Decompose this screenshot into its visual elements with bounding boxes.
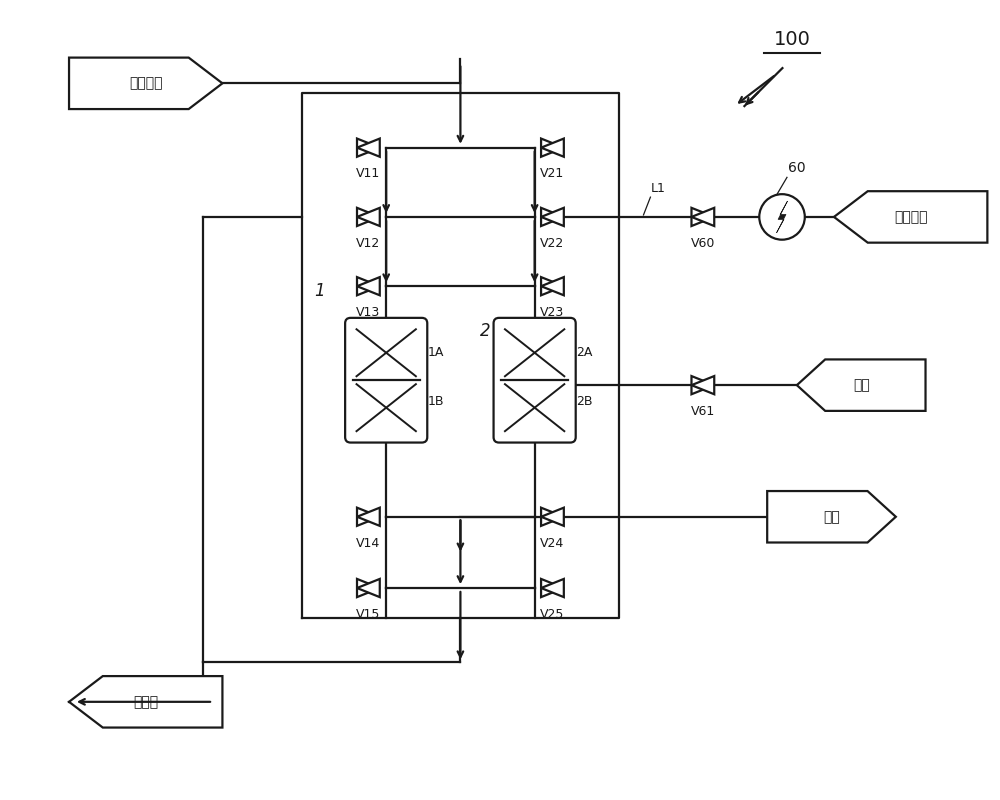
- FancyBboxPatch shape: [345, 318, 427, 442]
- Polygon shape: [691, 208, 714, 226]
- Polygon shape: [541, 138, 564, 157]
- Polygon shape: [357, 138, 380, 157]
- Text: 2A: 2A: [576, 346, 593, 359]
- Polygon shape: [777, 201, 787, 233]
- Text: 60: 60: [788, 162, 806, 175]
- Polygon shape: [541, 277, 564, 295]
- FancyBboxPatch shape: [494, 318, 576, 442]
- Polygon shape: [541, 508, 564, 526]
- Polygon shape: [357, 208, 380, 226]
- Text: 提纯气体: 提纯气体: [894, 210, 927, 224]
- Polygon shape: [691, 208, 714, 226]
- Polygon shape: [357, 579, 380, 597]
- Polygon shape: [357, 138, 380, 157]
- Text: L1: L1: [650, 182, 665, 195]
- Polygon shape: [767, 491, 896, 542]
- Text: V24: V24: [540, 537, 565, 550]
- Polygon shape: [691, 376, 714, 394]
- Polygon shape: [541, 138, 564, 157]
- Polygon shape: [357, 508, 380, 526]
- Text: V22: V22: [540, 237, 565, 250]
- Text: V11: V11: [356, 167, 381, 181]
- Text: V15: V15: [356, 608, 381, 621]
- Text: 2B: 2B: [576, 395, 593, 409]
- Polygon shape: [357, 508, 380, 526]
- Polygon shape: [541, 508, 564, 526]
- Text: V14: V14: [356, 537, 381, 550]
- Text: V25: V25: [540, 608, 565, 621]
- Text: 1A: 1A: [428, 346, 444, 359]
- Text: V21: V21: [540, 167, 565, 181]
- Polygon shape: [541, 208, 564, 226]
- Polygon shape: [357, 277, 380, 295]
- Text: V13: V13: [356, 306, 381, 319]
- Polygon shape: [541, 277, 564, 295]
- Circle shape: [759, 194, 805, 240]
- Text: 通风口: 通风口: [133, 695, 158, 709]
- Polygon shape: [834, 191, 987, 242]
- Polygon shape: [69, 58, 222, 109]
- Polygon shape: [797, 359, 926, 411]
- Text: 2: 2: [480, 322, 491, 340]
- Text: V61: V61: [691, 405, 715, 418]
- Polygon shape: [541, 208, 564, 226]
- Text: 氢气: 氢气: [823, 510, 840, 524]
- Polygon shape: [357, 208, 380, 226]
- Polygon shape: [541, 579, 564, 597]
- Text: V12: V12: [356, 237, 381, 250]
- Polygon shape: [357, 579, 380, 597]
- Text: 原料气体: 原料气体: [129, 76, 162, 90]
- Text: V23: V23: [540, 306, 565, 319]
- Polygon shape: [691, 376, 714, 394]
- Text: 100: 100: [773, 30, 810, 49]
- Polygon shape: [69, 676, 222, 727]
- Polygon shape: [357, 277, 380, 295]
- Text: 氮气: 氮气: [853, 378, 870, 392]
- Text: 1B: 1B: [428, 395, 444, 409]
- Text: 1: 1: [314, 282, 325, 300]
- Polygon shape: [541, 579, 564, 597]
- Text: V60: V60: [691, 237, 715, 250]
